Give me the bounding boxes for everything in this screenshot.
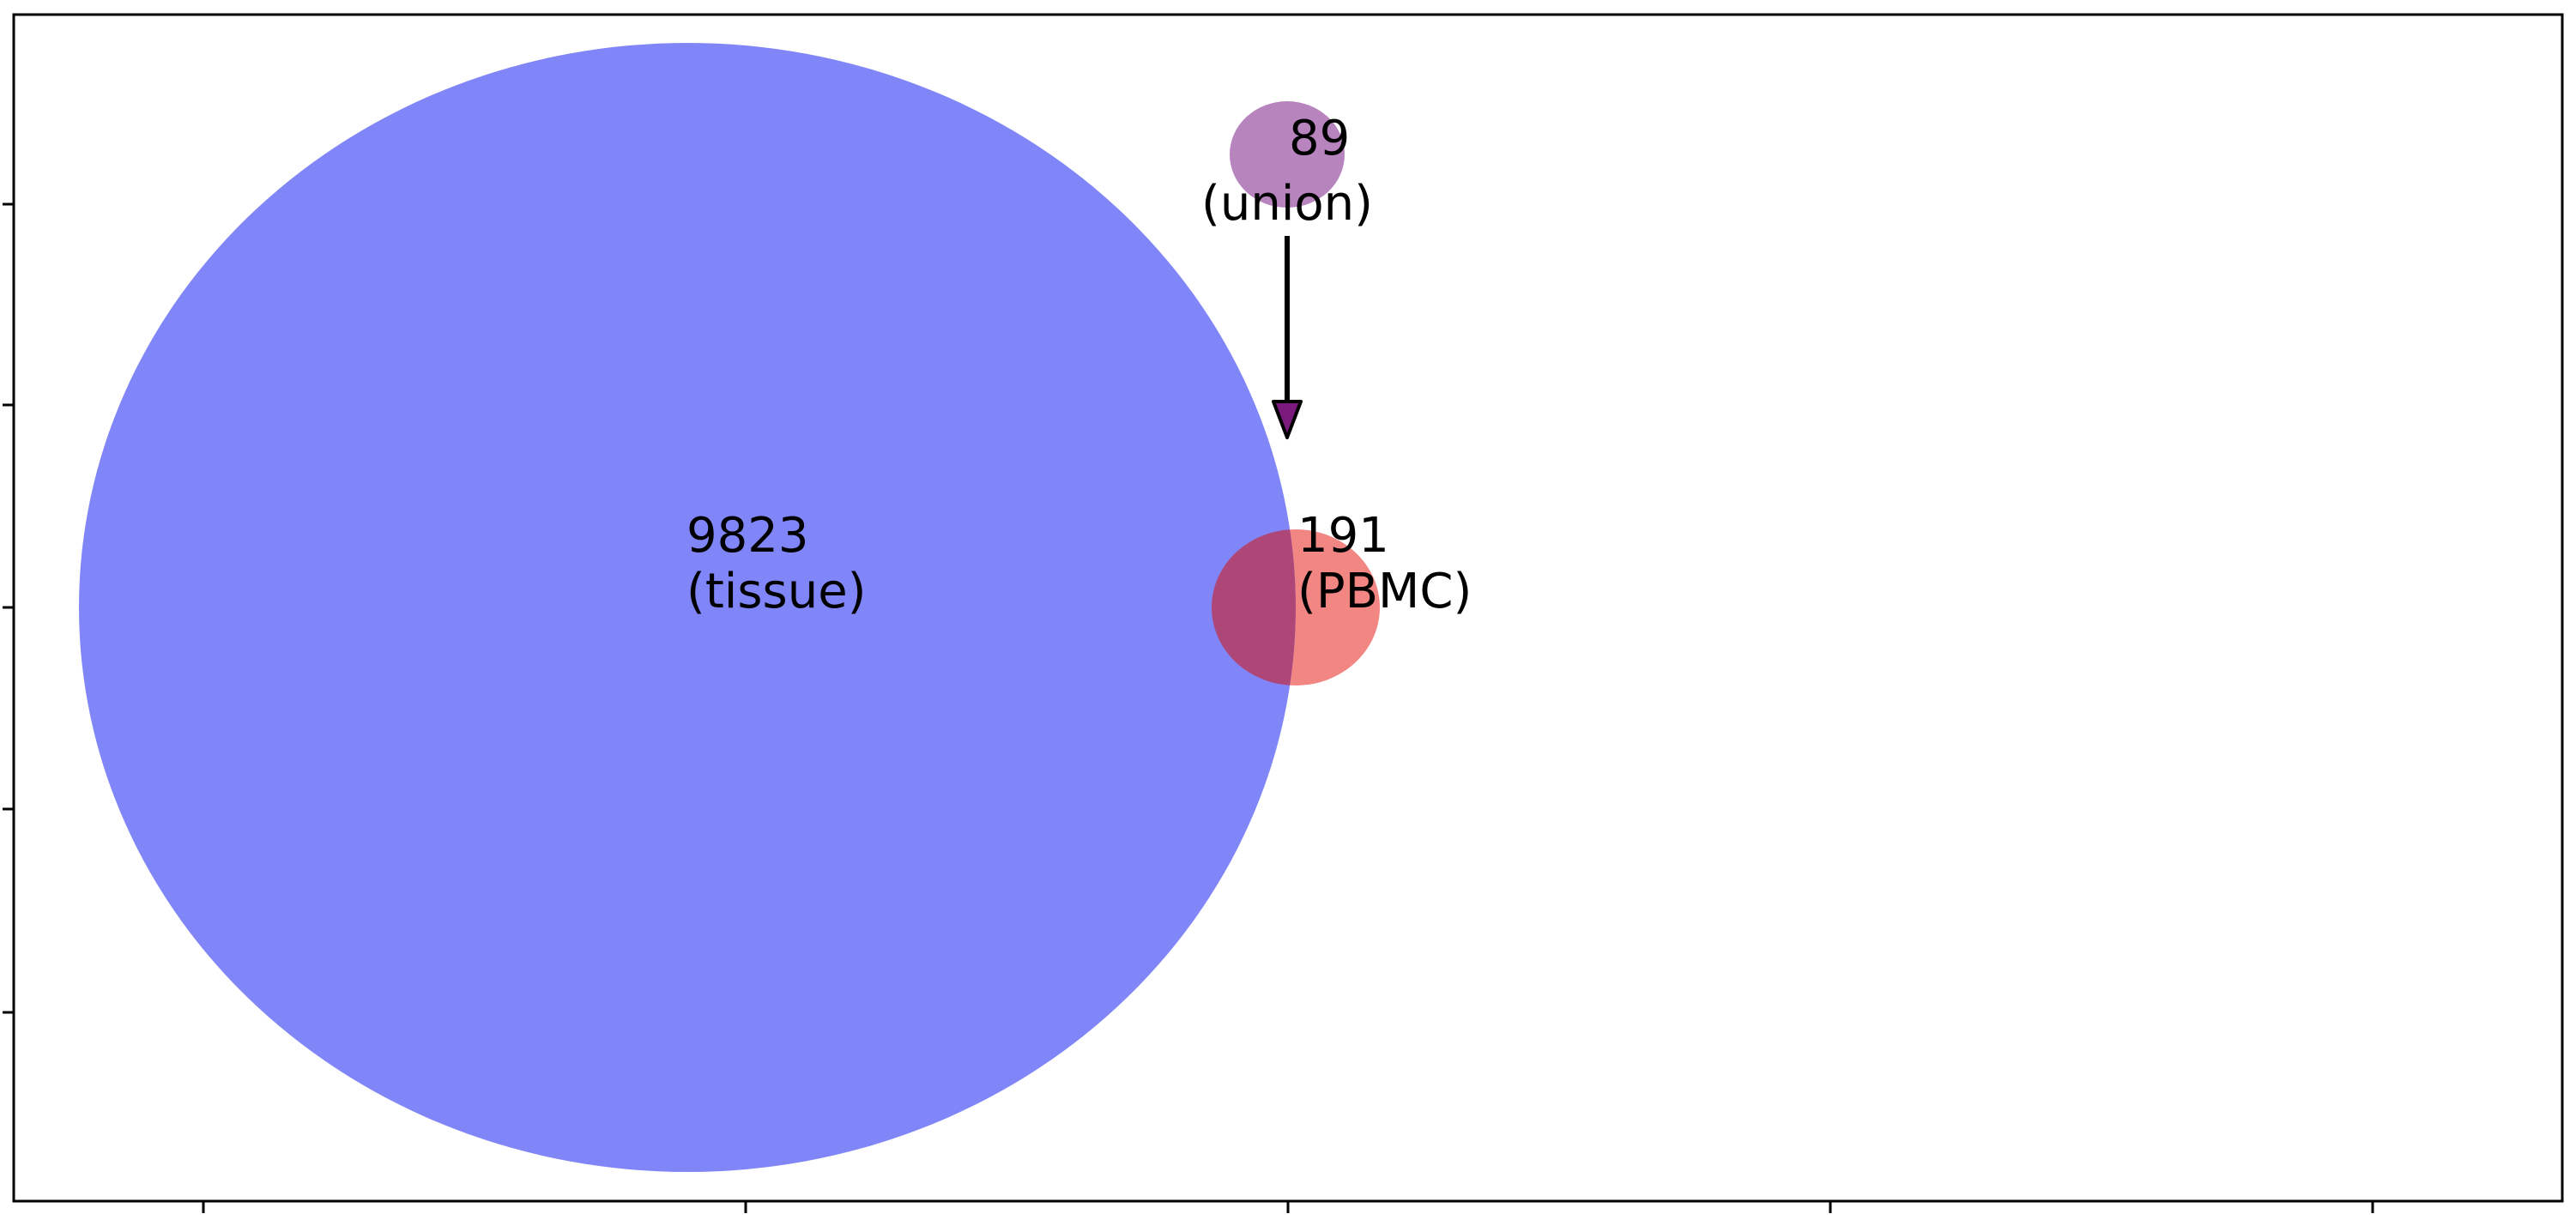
overlap-region xyxy=(1212,529,1296,685)
tissue-count-label: 9823 xyxy=(686,508,809,564)
x-axis-ticks xyxy=(202,1201,2374,1213)
tissue-set-ellipse xyxy=(79,43,1296,1172)
pbmc-count-label: 191 xyxy=(1297,508,1389,564)
y-axis-ticks xyxy=(3,202,14,1014)
pbmc-name-label: (PBMC) xyxy=(1297,564,1472,619)
tissue-name-label: (tissue) xyxy=(686,564,867,619)
union-marker-ellipse xyxy=(1230,101,1345,208)
union-count-label: 89 xyxy=(1289,111,1350,166)
union-name-label: (union) xyxy=(1201,176,1373,232)
union-arrow-head xyxy=(1272,400,1303,439)
